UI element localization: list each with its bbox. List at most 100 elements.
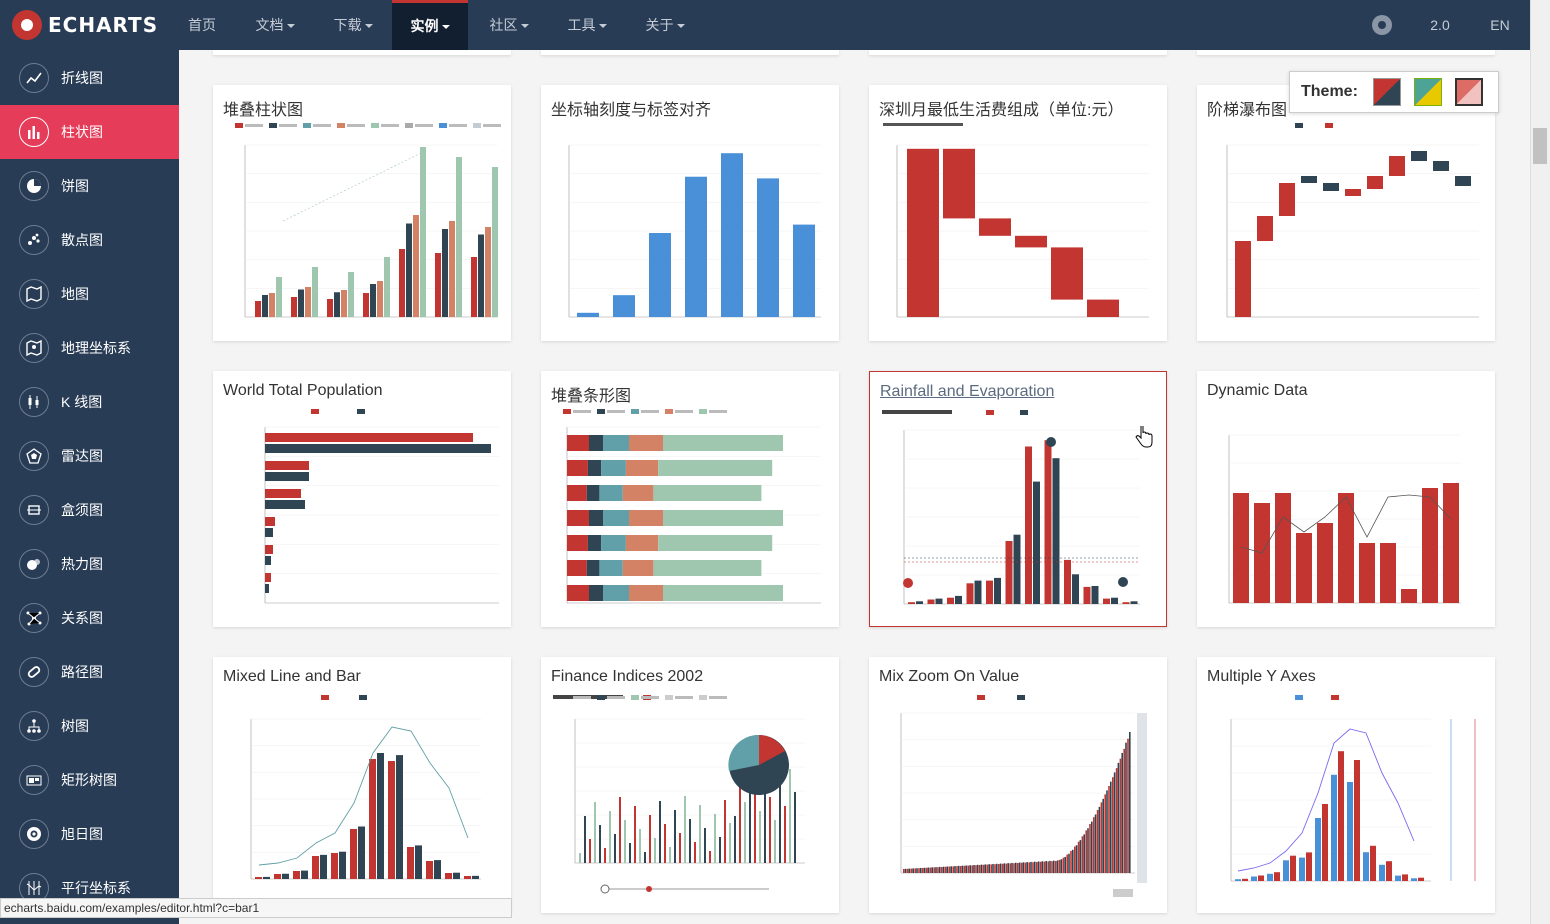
nav-tools-label: 工具: [567, 17, 596, 33]
example-card-title[interactable]: 坐标轴刻度与标签对齐: [551, 102, 712, 119]
sidebar-item-graph[interactable]: 关系图: [0, 591, 179, 645]
example-card-thumbnail[interactable]: [1205, 121, 1487, 333]
sidebar-item-lines[interactable]: 路径图: [0, 645, 179, 699]
scatter-icon: [19, 225, 49, 255]
example-card-multi-y[interactable]: Multiple Y Axes: [1197, 657, 1495, 913]
nav-download[interactable]: 下载: [322, 0, 384, 50]
nav-examples[interactable]: 实例: [392, 0, 468, 50]
nav-download-label: 下载: [333, 17, 362, 33]
example-card-thumbnail[interactable]: [549, 121, 831, 333]
hand-cursor-icon: [1135, 426, 1153, 448]
nav-docs-label: 文档: [255, 17, 284, 33]
sidebar-item-treemap[interactable]: 矩形树图: [0, 753, 179, 807]
examples-grid: 堆叠柱状图 坐标轴刻度与标签对齐 深圳月最低生活费组成（单位:元） 阶梯瀑布图 Worl…: [179, 50, 1530, 924]
example-card-thumbnail[interactable]: [1205, 693, 1487, 905]
sidebar-item-bar-chart[interactable]: 柱状图: [0, 105, 179, 159]
example-card-population-bar[interactable]: World Total Population: [213, 371, 511, 627]
example-card-rainfall[interactable]: Rainfall and Evaporation: [869, 371, 1167, 627]
example-card-title[interactable]: Mixed Line and Bar: [223, 668, 361, 685]
sidebar-item-label: 平行坐标系: [61, 880, 131, 896]
example-card-thumbnail[interactable]: [878, 408, 1160, 620]
radar-icon: [19, 441, 49, 471]
lines-icon: [19, 657, 49, 687]
example-card-thumbnail[interactable]: [877, 121, 1159, 333]
example-card-title[interactable]: World Total Population: [223, 382, 383, 399]
example-card-waterfall[interactable]: 深圳月最低生活费组成（单位:元）: [869, 85, 1167, 341]
candlestick-icon: [19, 387, 49, 417]
status-bar-url: echarts.baidu.com/examples/editor.html?c…: [0, 898, 512, 918]
nav-community-label: 社区: [489, 17, 518, 33]
sidebar-item-sunburst[interactable]: 旭日图: [0, 807, 179, 861]
example-card-thumbnail[interactable]: [221, 407, 503, 619]
sidebar-item-parallel[interactable]: 平行坐标系: [0, 861, 179, 915]
sidebar-item-label: 散点图: [61, 232, 103, 248]
nav-about-label: 关于: [645, 17, 674, 33]
sidebar-item-label: 盒须图: [61, 502, 103, 518]
example-card-title[interactable]: Mix Zoom On Value: [879, 668, 1020, 685]
graph-icon: [19, 603, 49, 633]
example-card-dynamic[interactable]: Dynamic Data: [1197, 371, 1495, 627]
treemap-icon: [19, 765, 49, 795]
nav-community[interactable]: 社区: [478, 0, 540, 50]
sidebar-item-candlestick[interactable]: K 线图: [0, 375, 179, 429]
theme-label: Theme:: [1301, 83, 1358, 100]
example-card-finance[interactable]: Finance Indices 2002: [541, 657, 839, 913]
sidebar-item-label: 路径图: [61, 664, 103, 680]
example-card-title[interactable]: 堆叠条形图: [551, 388, 632, 405]
example-card-title[interactable]: 深圳月最低生活费组成（单位:元）: [879, 102, 1124, 119]
example-card-title[interactable]: Rainfall and Evaporation: [880, 383, 1055, 400]
example-card-stacked-bar[interactable]: 堆叠柱状图: [213, 85, 511, 341]
sidebar-item-label: 柱状图: [61, 124, 103, 140]
sidebar-item-scatter[interactable]: 散点图: [0, 213, 179, 267]
example-card-title[interactable]: Dynamic Data: [1207, 382, 1308, 399]
sidebar-item-line-chart[interactable]: 折线图: [0, 51, 179, 105]
card-peek: [541, 50, 839, 55]
nav-home[interactable]: 首页: [188, 17, 216, 33]
top-navbar: ECHARTS 首页 文档 下载 实例 社区 工具 关于 2.0 EN: [0, 0, 1530, 50]
card-peek: [213, 50, 511, 55]
scrollbar-thumb[interactable]: [1533, 128, 1547, 164]
sidebar-item-pie-chart[interactable]: 饼图: [0, 159, 179, 213]
card-peek: [869, 50, 1167, 55]
example-card-thumbnail[interactable]: [221, 121, 503, 333]
sidebar-item-radar[interactable]: 雷达图: [0, 429, 179, 483]
echarts-logo[interactable]: ECHARTS: [12, 9, 158, 41]
example-card-thumbnail[interactable]: [877, 693, 1159, 905]
example-card-simple-bar[interactable]: 坐标轴刻度与标签对齐: [541, 85, 839, 341]
sidebar-item-heatmap[interactable]: 热力图: [0, 537, 179, 591]
sidebar-item-label: 热力图: [61, 556, 103, 572]
example-card-step-waterfall[interactable]: 阶梯瀑布图: [1197, 85, 1495, 341]
sidebar-item-label: 地图: [61, 286, 89, 302]
example-card-mixed[interactable]: Mixed Line and Bar: [213, 657, 511, 913]
nav-about[interactable]: 关于: [634, 0, 696, 50]
example-card-title[interactable]: 阶梯瀑布图: [1207, 102, 1288, 119]
nav-tools[interactable]: 工具: [556, 0, 618, 50]
sidebar-item-label: 矩形树图: [61, 772, 117, 788]
example-card-title[interactable]: Multiple Y Axes: [1207, 668, 1316, 685]
tree-icon: [19, 711, 49, 741]
sidebar-item-label: 树图: [61, 718, 89, 734]
nav-docs[interactable]: 文档: [244, 0, 306, 50]
pie-chart-icon: [19, 171, 49, 201]
example-card-zoom[interactable]: Mix Zoom On Value: [869, 657, 1167, 913]
example-card-title[interactable]: Finance Indices 2002: [551, 668, 704, 685]
sidebar-item-tree[interactable]: 树图: [0, 699, 179, 753]
example-card-thumbnail[interactable]: [221, 693, 503, 905]
theme-dark-swatch[interactable]: [1455, 78, 1483, 106]
sidebar-item-boxplot[interactable]: 盒须图: [0, 483, 179, 537]
example-card-title[interactable]: 堆叠柱状图: [223, 102, 304, 119]
language-toggle[interactable]: EN: [1490, 17, 1510, 33]
example-card-thumbnail[interactable]: [1205, 407, 1487, 619]
theme-default-swatch[interactable]: [1373, 78, 1401, 106]
sidebar-item-map[interactable]: 地图: [0, 267, 179, 321]
theme-light-swatch[interactable]: [1414, 78, 1442, 106]
example-card-thumbnail[interactable]: [549, 693, 831, 905]
example-card-thumbnail[interactable]: [549, 407, 831, 619]
sidebar-item-label: 地理坐标系: [61, 340, 131, 356]
example-card-stacked-hbar[interactable]: 堆叠条形图: [541, 371, 839, 627]
version-link[interactable]: 2.0: [1430, 17, 1450, 33]
github-icon[interactable]: [1372, 15, 1392, 35]
sidebar-item-geo[interactable]: 地理坐标系: [0, 321, 179, 375]
line-chart-icon: [19, 63, 49, 93]
page-scrollbar[interactable]: [1530, 0, 1550, 924]
